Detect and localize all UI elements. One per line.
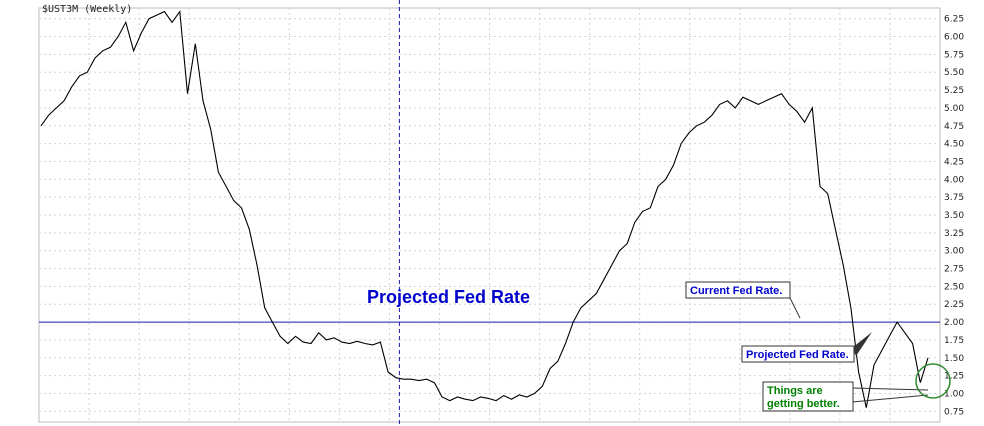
- y-tick-label: 4.75: [944, 122, 964, 132]
- current-fed-rate-text: Current Fed Rate.: [690, 285, 782, 297]
- current-callout-pointer: [788, 295, 801, 319]
- better-text-line1: Things are: [767, 385, 823, 397]
- y-tick-label: 1.75: [944, 336, 964, 346]
- y-tick-label: 3.00: [944, 247, 964, 257]
- y-axis-ticks: 6.25 6.00 5.75 5.50 5.25 5.00 4.75 4.50 4.25 4.00…: [944, 15, 964, 418]
- y-tick-label: 5.25: [944, 86, 964, 96]
- highlight-circle: [915, 363, 951, 399]
- projected-callout-box: [741, 345, 855, 363]
- y-tick-label: 1.00: [944, 389, 964, 399]
- y-tick-label: 4.25: [944, 157, 964, 167]
- y-tick-label: 3.75: [944, 193, 964, 203]
- y-tick-label: 5.50: [944, 68, 964, 78]
- series-group: [40, 10, 929, 408]
- better-callout-pointer: [851, 387, 929, 403]
- current-fed-rate-callout: Current Fed Rate.: [685, 281, 801, 319]
- y-tick-label: 4.00: [944, 175, 964, 185]
- projected-fed-rate-callout: Projected Fed Rate.: [741, 332, 872, 363]
- projected-fed-rate-text: Projected Fed Rate.: [746, 349, 849, 361]
- y-tick-label: 1.25: [944, 372, 964, 382]
- y-tick-label: 0.75: [944, 407, 964, 417]
- y-tick-label: 4.50: [944, 140, 964, 150]
- y-tick-label: 5.00: [944, 104, 964, 114]
- y-tick-label: 2.00: [944, 318, 964, 328]
- y-tick-label: 6.00: [944, 33, 964, 43]
- y-tick-label: 5.75: [944, 50, 964, 60]
- ust3m-series-line: [40, 10, 929, 408]
- chart-title: $UST3M (Weekly): [42, 4, 132, 15]
- y-tick-label: 6.25: [944, 15, 964, 25]
- y-tick-label: 3.50: [944, 211, 964, 221]
- y-tick-label: 2.50: [944, 282, 964, 292]
- better-text-line2: getting better.: [767, 398, 840, 410]
- y-tick-label: 2.75: [944, 265, 964, 275]
- current-callout-box: [685, 281, 791, 299]
- projected-callout-pointer: [852, 332, 872, 356]
- y-tick-label: 3.25: [944, 229, 964, 239]
- better-callout-box: [762, 381, 854, 412]
- getting-better-callout: Things are getting better.: [762, 381, 929, 412]
- projected-fed-rate-label: Projected Fed Rate: [367, 287, 530, 307]
- grid-lines: [38, 7, 941, 423]
- y-tick-label: 1.50: [944, 354, 964, 364]
- y-tick-label: 2.25: [944, 300, 964, 310]
